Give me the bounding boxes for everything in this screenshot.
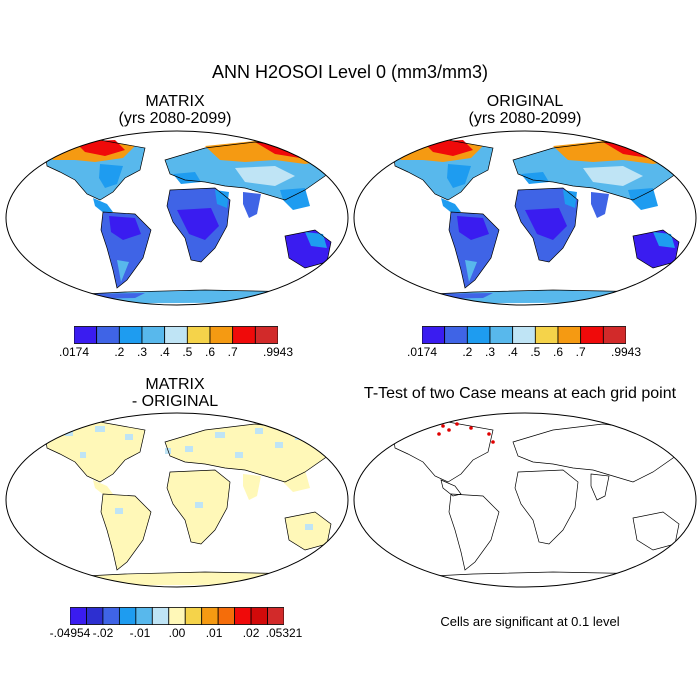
matrix-title-line2: (yrs 2080-2099): [118, 110, 232, 127]
ttest-panel-title: T-Test of two Case means at each grid po…: [363, 385, 677, 402]
colorbar-tick-label: .5: [530, 345, 541, 359]
colorbar-box: [602, 326, 626, 344]
colorbar-box: [70, 607, 87, 625]
colorbar-box: [164, 326, 188, 344]
colorbar-box: [135, 607, 153, 625]
colorbar-box: [184, 607, 203, 625]
matrix-map: [5, 130, 349, 306]
colorbar-box: [557, 326, 582, 344]
colorbar-tick-label: .00: [168, 626, 186, 640]
colorbar-box: [118, 607, 137, 625]
difference-title-line1: MATRIX: [145, 376, 205, 393]
colorbar-box: [534, 326, 559, 344]
colorbar-box: [232, 326, 256, 344]
matrix-colorbar-labels: .0174 .2 .3 .4 .5 .6 .7 .9943: [59, 345, 293, 361]
colorbar-tick-label: .3: [484, 345, 496, 359]
colorbar-tick-label: .2: [462, 345, 473, 359]
difference-map: [5, 412, 349, 588]
colorbar-box: [234, 607, 252, 625]
colorbar-box: [201, 607, 219, 625]
colorbar-box: [217, 607, 236, 625]
colorbar-box: [444, 326, 468, 344]
difference-colorbar-labels: -.04954 -.02 -.01 .00 .01 .02 .05321: [50, 626, 303, 642]
original-colorbar-labels: .0174 .2 .3 .4 .5 .6 .7 .9943: [407, 345, 641, 361]
colorbar-box: [74, 326, 98, 344]
ttest-significance-note: Cells are significant at 0.1 level: [440, 614, 620, 629]
colorbar-box: [466, 326, 491, 344]
colorbar-box: [96, 326, 120, 344]
colorbar-tick-label: .7: [575, 345, 586, 359]
colorbar-box: [422, 326, 446, 344]
colorbar-box: [151, 607, 170, 625]
colorbar-box: [267, 607, 284, 625]
difference-colorbar: [70, 607, 284, 625]
colorbar-tick-label: -.02: [92, 626, 114, 640]
original-title-line1: ORIGINAL: [486, 93, 564, 110]
colorbar-tick-label: .6: [552, 345, 564, 359]
colorbar-tick-label: .7: [227, 345, 238, 359]
difference-title-line2: - ORIGINAL: [131, 393, 219, 410]
colorbar-tick-label: .4: [159, 345, 170, 359]
colorbar-box: [512, 326, 536, 344]
colorbar-box: [86, 607, 104, 625]
colorbar-box: [118, 326, 143, 344]
colorbar-tick-label: .4: [507, 345, 518, 359]
colorbar-box: [168, 607, 186, 625]
colorbar-tick-label: .05321: [265, 626, 303, 640]
colorbar-tick-label: .0174: [406, 345, 438, 359]
colorbar-tick-label: .02: [242, 626, 260, 640]
colorbar-tick-label: -.04954: [49, 626, 91, 640]
colorbar-tick-label: .9943: [610, 345, 642, 359]
colorbar-tick-label: .3: [136, 345, 148, 359]
original-map: [353, 130, 697, 306]
original-panel-title: ORIGINAL (yrs 2080-2099): [410, 93, 640, 127]
colorbar-box: [489, 326, 514, 344]
colorbar-tick-label: .2: [114, 345, 125, 359]
colorbar-box: [209, 326, 234, 344]
colorbar-tick-label: .9943: [262, 345, 294, 359]
colorbar-tick-label: -.01: [129, 626, 151, 640]
original-title-line2: (yrs 2080-2099): [468, 110, 582, 127]
matrix-colorbar: [74, 326, 278, 344]
colorbar-box: [254, 326, 278, 344]
colorbar-tick-label: .01: [205, 626, 223, 640]
colorbar-box: [580, 326, 604, 344]
colorbar-box: [102, 607, 120, 625]
original-colorbar: [422, 326, 626, 344]
colorbar-tick-label: .5: [182, 345, 193, 359]
colorbar-box: [186, 326, 211, 344]
colorbar-box: [250, 607, 268, 625]
difference-panel-title: MATRIX - ORIGINAL: [60, 376, 290, 410]
colorbar-box: [141, 326, 166, 344]
figure-title: ANN H2OSOI Level 0 (mm3/mm3): [211, 62, 489, 82]
colorbar-tick-label: .0174: [58, 345, 90, 359]
matrix-title-line1: MATRIX: [145, 93, 205, 110]
colorbar-tick-label: .6: [204, 345, 216, 359]
ttest-map: [353, 412, 697, 588]
matrix-panel-title: MATRIX (yrs 2080-2099): [60, 93, 290, 127]
